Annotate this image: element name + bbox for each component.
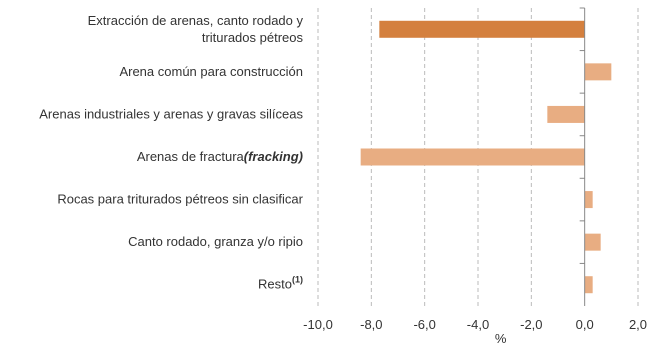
x-tick-label: -10,0	[303, 317, 333, 332]
x-tick-label: -8,0	[360, 317, 382, 332]
bar	[584, 276, 593, 294]
x-tick-label: 2,0	[629, 317, 647, 332]
category-label: triturados pétreos	[202, 30, 304, 45]
category-labels: Extracción de arenas, canto rodado y trit…	[39, 13, 303, 292]
category-label: Canto rodado, granza y/o ripio	[128, 234, 303, 249]
x-tick-label: -4,0	[467, 317, 489, 332]
x-axis-title: %	[495, 331, 507, 345]
bar	[547, 105, 585, 123]
bar	[584, 191, 593, 209]
category-label: Resto(1)	[258, 275, 303, 292]
x-tick-label: -6,0	[413, 317, 435, 332]
bar	[379, 20, 585, 38]
zero-axis	[579, 7, 586, 306]
category-label: Rocas para triturados pétreos sin clasif…	[57, 192, 303, 207]
bar	[584, 63, 612, 81]
category-label: Arenas de fractura(fracking)	[137, 149, 303, 164]
category-label-superscript: (1)	[292, 275, 303, 285]
bars	[360, 20, 612, 294]
x-tick-label: -2,0	[520, 317, 542, 332]
bar	[584, 233, 601, 251]
category-label: Arena común para construcción	[119, 64, 303, 79]
category-label-italic: (fracking)	[244, 149, 303, 164]
x-tick-labels: -10,0 -8,0 -6,0 -4,0 -2,0 0,0 2,0	[303, 317, 647, 332]
category-label: Arenas industriales y arenas y gravas si…	[39, 106, 303, 121]
bar	[360, 148, 585, 166]
x-tick-label: 0,0	[576, 317, 594, 332]
category-label: Extracción de arenas, canto rodado y	[88, 13, 304, 28]
